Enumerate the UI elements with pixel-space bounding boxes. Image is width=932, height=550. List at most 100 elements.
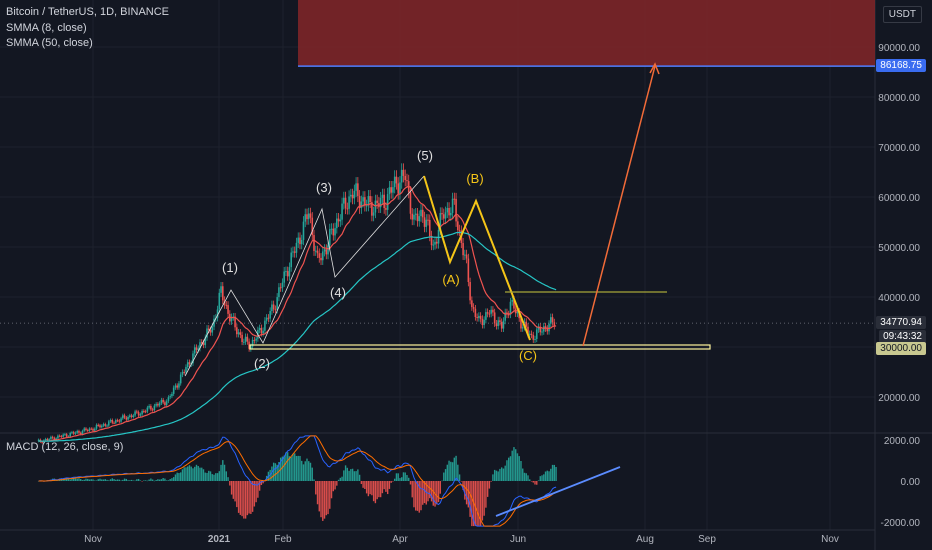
macd-histogram-bar bbox=[116, 479, 119, 481]
candle bbox=[549, 317, 552, 324]
candle bbox=[307, 213, 310, 220]
candle bbox=[385, 208, 387, 210]
wave-label: (1) bbox=[222, 260, 238, 275]
macd-histogram-bar bbox=[301, 460, 303, 481]
candle bbox=[146, 407, 149, 412]
macd-histogram-bar bbox=[123, 478, 126, 481]
macd-histogram-bar bbox=[404, 472, 406, 481]
candle bbox=[137, 412, 140, 416]
candle bbox=[509, 301, 512, 315]
candle bbox=[355, 183, 357, 191]
candle bbox=[521, 327, 524, 329]
candle bbox=[241, 334, 243, 343]
candle bbox=[500, 321, 503, 329]
support-price-tag: 30000.00 bbox=[876, 342, 926, 355]
candle bbox=[458, 230, 461, 232]
candle bbox=[365, 205, 368, 207]
candle bbox=[37, 439, 40, 442]
candle bbox=[269, 311, 271, 319]
macd-histogram-bar bbox=[281, 456, 284, 481]
candle bbox=[321, 251, 324, 261]
candle bbox=[62, 434, 64, 437]
candle bbox=[478, 315, 480, 319]
macd-histogram-bar bbox=[288, 456, 291, 481]
candle bbox=[200, 342, 203, 344]
macd-histogram-bar bbox=[479, 481, 482, 527]
candle bbox=[483, 319, 485, 326]
price-tick-label: 90000.00 bbox=[878, 43, 920, 54]
macd-histogram-bar bbox=[237, 481, 240, 513]
macd-histogram-bar bbox=[427, 481, 429, 502]
macd-histogram-bar bbox=[379, 481, 382, 498]
candle bbox=[409, 192, 412, 214]
candle bbox=[95, 424, 98, 429]
candle bbox=[493, 312, 496, 324]
candle bbox=[388, 187, 391, 195]
macd-histogram-bar bbox=[190, 466, 192, 481]
price-tick-label: 40000.00 bbox=[878, 293, 920, 304]
candle bbox=[174, 385, 177, 388]
candle bbox=[192, 353, 194, 364]
macd-histogram-bar bbox=[204, 472, 206, 481]
macd-histogram-bar bbox=[164, 478, 166, 481]
candle bbox=[418, 216, 421, 222]
macd-histogram-bar bbox=[367, 481, 370, 497]
macd-histogram-bar bbox=[467, 481, 470, 508]
candle bbox=[157, 404, 159, 406]
candle bbox=[390, 187, 392, 193]
candle bbox=[450, 212, 452, 216]
candle bbox=[93, 428, 96, 431]
time-tick-label: Nov bbox=[821, 534, 839, 545]
macd-histogram-bar bbox=[81, 480, 84, 481]
candle bbox=[230, 317, 233, 322]
macd-histogram-bar bbox=[390, 481, 392, 483]
macd-histogram-bar bbox=[315, 481, 317, 495]
candle bbox=[236, 327, 238, 335]
macd-histogram-bar bbox=[358, 474, 361, 481]
candle bbox=[60, 436, 63, 438]
macd-histogram-bar bbox=[522, 468, 524, 481]
candle bbox=[530, 333, 533, 336]
currency-button[interactable]: USDT bbox=[882, 6, 922, 23]
macd-histogram-bar bbox=[83, 479, 85, 481]
candle bbox=[539, 326, 542, 333]
candle bbox=[72, 432, 75, 434]
wave-label: (B) bbox=[466, 171, 483, 186]
macd-histogram-bar bbox=[311, 467, 313, 481]
candle bbox=[102, 424, 105, 426]
macd-histogram-bar bbox=[513, 447, 515, 481]
candle bbox=[404, 175, 407, 181]
candle bbox=[367, 196, 370, 206]
macd-histogram-bar bbox=[537, 480, 540, 481]
candle bbox=[169, 396, 171, 398]
macd-histogram-bar bbox=[208, 470, 210, 481]
macd-histogram-bar bbox=[486, 481, 489, 497]
candle bbox=[195, 347, 198, 350]
macd-histogram-bar bbox=[330, 481, 333, 499]
candle bbox=[127, 416, 129, 420]
chart-title: Bitcoin / TetherUS, 1D, BINANCE bbox=[6, 6, 170, 18]
macd-histogram-bar bbox=[250, 481, 252, 514]
macd-histogram-bar bbox=[153, 480, 156, 482]
macd-histogram-bar bbox=[476, 481, 478, 527]
macd-trendline bbox=[495, 466, 621, 517]
candle bbox=[464, 254, 466, 256]
candle bbox=[243, 341, 245, 343]
macd-histogram-bar bbox=[420, 481, 422, 511]
candle bbox=[288, 267, 291, 277]
candle bbox=[129, 415, 131, 417]
macd-histogram-bar bbox=[341, 476, 343, 481]
macd-histogram-bar bbox=[113, 479, 115, 481]
candle bbox=[371, 202, 373, 216]
impulse-wave-lines bbox=[184, 175, 425, 377]
time-tick-label: 2021 bbox=[208, 534, 231, 545]
macd-histogram-bar bbox=[525, 473, 527, 481]
macd-histogram-bar bbox=[530, 481, 533, 482]
candle bbox=[272, 304, 275, 310]
macd-histogram-bar bbox=[318, 481, 320, 512]
macd-histogram-bar bbox=[272, 462, 275, 481]
macd-tick-label: 0.00 bbox=[901, 477, 921, 488]
candle bbox=[279, 287, 282, 289]
macd-histogram-bar bbox=[209, 471, 212, 481]
